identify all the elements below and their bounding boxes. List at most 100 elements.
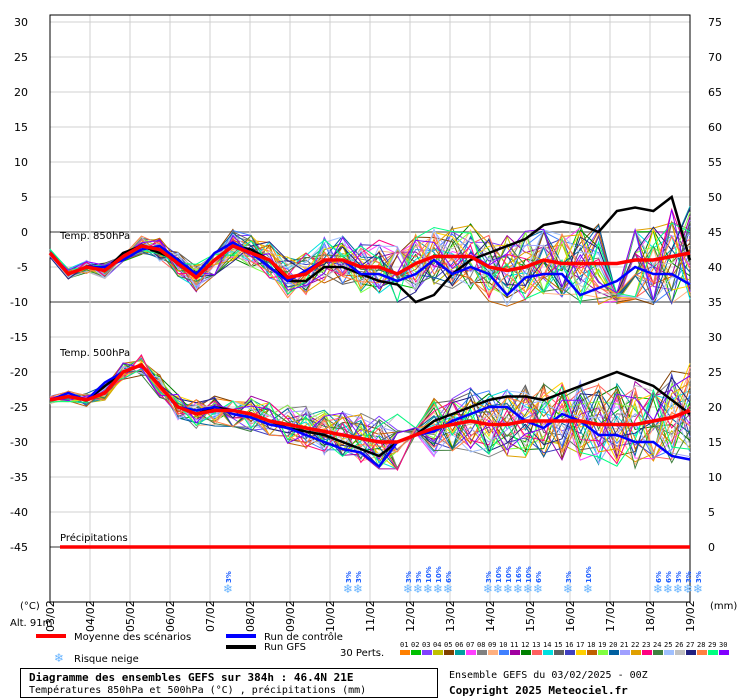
snow-risk-icon: ❄ bbox=[503, 582, 513, 596]
x-tick-label: 07/02 bbox=[204, 600, 217, 632]
x-tick-label: 12/02 bbox=[404, 600, 417, 632]
snow-risk-pct: 6% bbox=[655, 571, 663, 583]
snow-risk-icon: ❄ bbox=[423, 582, 433, 596]
snow-risk-icon: ❄ bbox=[483, 582, 493, 596]
left-tick-label: -25 bbox=[10, 401, 28, 414]
snow-risk-pct: 3% bbox=[695, 571, 703, 583]
pert-line-850 bbox=[49, 208, 691, 303]
right-tick-label: 55 bbox=[708, 156, 722, 169]
footer-box: Diagramme des ensembles GEFS sur 384h : … bbox=[20, 668, 438, 698]
pert-swatch bbox=[488, 650, 498, 655]
right-tick-label: 65 bbox=[708, 86, 722, 99]
right-tick-label: 70 bbox=[708, 51, 722, 64]
right-tick-label: 50 bbox=[708, 191, 722, 204]
panel-label-500: Temp. 500hPa bbox=[59, 348, 130, 359]
left-tick-label: 30 bbox=[14, 16, 28, 29]
pert-swatch bbox=[444, 650, 454, 655]
pert-swatch bbox=[411, 650, 421, 655]
snowflake-icon: ❄ bbox=[54, 651, 64, 665]
snow-risk-icon: ❄ bbox=[343, 582, 353, 596]
pert-swatch bbox=[499, 650, 509, 655]
x-tick-label: 10/02 bbox=[324, 600, 337, 632]
pert-number: 14 bbox=[543, 641, 551, 649]
plot-border bbox=[49, 14, 691, 603]
pert-swatch bbox=[719, 650, 729, 655]
pert-number: 11 bbox=[510, 641, 518, 649]
pert-number: 07 bbox=[466, 641, 474, 649]
pert-swatch bbox=[400, 650, 410, 655]
altitude-label: Alt. 91m bbox=[10, 618, 52, 629]
gfs-line-850 bbox=[49, 194, 692, 304]
pert-line-850 bbox=[49, 209, 691, 301]
run-info: Ensemble GEFS du 03/02/2025 - 00Z bbox=[449, 670, 648, 681]
pert-number: 16 bbox=[565, 641, 573, 649]
pert-swatch bbox=[642, 650, 652, 655]
x-tick-label: 16/02 bbox=[564, 600, 577, 632]
pert-swatch bbox=[598, 650, 608, 655]
right-tick-label: 25 bbox=[708, 366, 722, 379]
pert-swatch bbox=[708, 650, 718, 655]
pert-number: 30 bbox=[719, 641, 727, 649]
pert-number: 18 bbox=[587, 641, 595, 649]
pert-number: 27 bbox=[686, 641, 694, 649]
snow-risk-pct: 6% bbox=[445, 571, 453, 583]
left-tick-label: -45 bbox=[10, 541, 28, 554]
pert-line-500 bbox=[49, 368, 691, 453]
right-tick-label: 10 bbox=[708, 471, 722, 484]
left-tick-label: -10 bbox=[10, 296, 28, 309]
x-tick-label: 14/02 bbox=[484, 600, 497, 632]
pert-swatch bbox=[433, 650, 443, 655]
pert-number: 05 bbox=[444, 641, 452, 649]
snow-risk-pct: 3% bbox=[485, 571, 493, 583]
right-tick-label: 20 bbox=[708, 401, 722, 414]
pert-number: 21 bbox=[620, 641, 628, 649]
snow-risk-pct: 3% bbox=[565, 571, 573, 583]
snow-risk-pct: 10% bbox=[525, 566, 533, 583]
pert-number: 06 bbox=[455, 641, 463, 649]
x-tick-label: 13/02 bbox=[444, 600, 457, 632]
x-tick-label: 03/02 bbox=[44, 600, 57, 632]
x-tick-label: 11/02 bbox=[364, 600, 377, 632]
pert-legend: 01 02 03 04 05 06 07 08 09 10 11 12 13 14 15 16 17 18 19 20… bbox=[400, 641, 729, 655]
right-tick-label: 40 bbox=[708, 261, 722, 274]
snow-risk-icon: ❄ bbox=[443, 582, 453, 596]
left-tick-label: -15 bbox=[10, 331, 28, 344]
snow-risk-icon: ❄ bbox=[433, 582, 443, 596]
pert-swatch bbox=[609, 650, 619, 655]
x-tick-label: 17/02 bbox=[604, 600, 617, 632]
pert-swatch bbox=[466, 650, 476, 655]
pert-line-500 bbox=[49, 357, 691, 471]
pert-swatch bbox=[477, 650, 487, 655]
footer-title: Diagramme des ensembles GEFS sur 384h : … bbox=[29, 671, 354, 684]
right-axis-unit: (mm) bbox=[710, 601, 737, 612]
pert-number: 03 bbox=[422, 641, 430, 649]
x-tick-label: 05/02 bbox=[124, 600, 137, 632]
pert-number: 10 bbox=[499, 641, 507, 649]
snow-risk-pct: 3% bbox=[685, 571, 693, 583]
x-tick-label: 06/02 bbox=[164, 600, 177, 632]
pert-swatch bbox=[565, 650, 575, 655]
snow-risk-icon: ❄ bbox=[413, 582, 423, 596]
left-tick-label: 0 bbox=[21, 226, 28, 239]
left-tick-label: 20 bbox=[14, 86, 28, 99]
pert-number: 15 bbox=[554, 641, 562, 649]
pert-number: 04 bbox=[433, 641, 441, 649]
snow-risk-pct: 3% bbox=[355, 571, 363, 583]
pert-swatch bbox=[576, 650, 586, 655]
copyright: Copyright 2025 Meteociel.fr bbox=[449, 684, 628, 697]
right-tick-label: 75 bbox=[708, 16, 722, 29]
mean-line-500 bbox=[49, 362, 691, 444]
snow-risk-pct: 3% bbox=[225, 571, 233, 583]
right-tick-label: 30 bbox=[708, 331, 722, 344]
left-tick-label: -35 bbox=[10, 471, 28, 484]
snow-risk-pct: 10% bbox=[495, 566, 503, 583]
pert-number: 25 bbox=[664, 641, 672, 649]
pert-swatch bbox=[697, 650, 707, 655]
pert-swatch bbox=[675, 650, 685, 655]
left-tick-label: 5 bbox=[21, 191, 28, 204]
x-tick-label: 15/02 bbox=[524, 600, 537, 632]
pert-swatch bbox=[422, 650, 432, 655]
snow-risk-pct: 10% bbox=[435, 566, 443, 583]
x-tick-label: 09/02 bbox=[284, 600, 297, 632]
